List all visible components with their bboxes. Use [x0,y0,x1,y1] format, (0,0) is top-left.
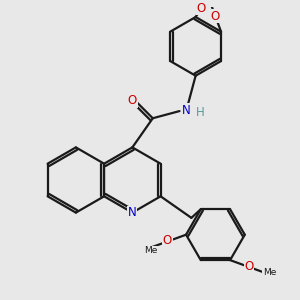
Text: O: O [163,234,172,247]
Text: Me: Me [144,246,158,255]
Text: N: N [128,206,137,219]
Text: H: H [196,106,205,118]
Text: O: O [244,260,254,273]
Text: O: O [128,94,137,107]
Text: O: O [211,10,220,23]
Text: N: N [182,103,191,117]
Text: Me: Me [263,268,276,278]
Text: O: O [197,2,206,15]
